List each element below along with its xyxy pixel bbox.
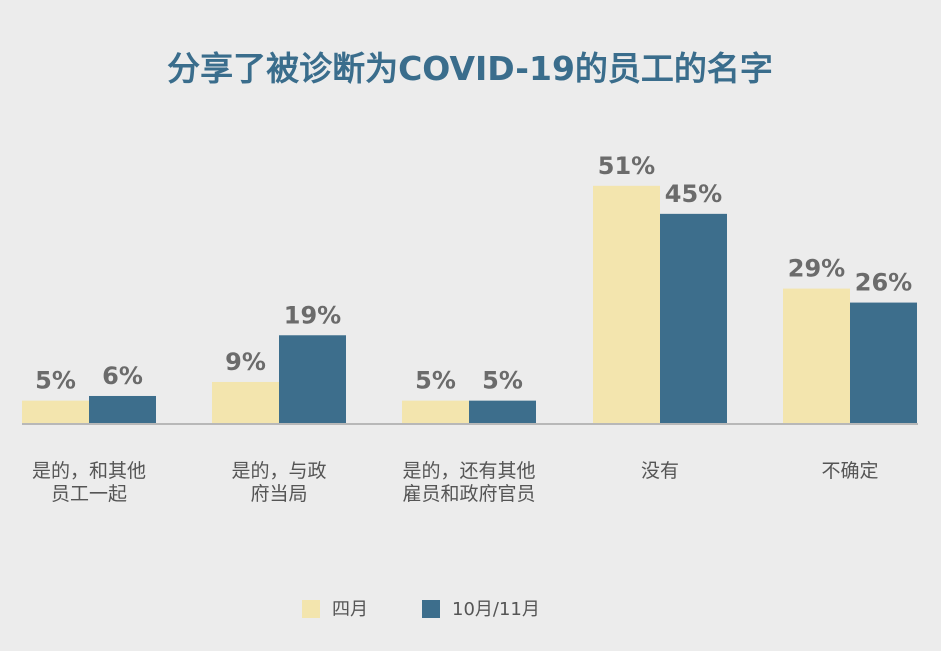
- legend: 四月 10月/11月: [302, 599, 540, 620]
- bar-april-2: [402, 400, 469, 424]
- value-labels-group: 5% 6% 9% 19% 5% 5% 51% 45% 29% 26%: [35, 152, 912, 395]
- value-label: 5%: [415, 367, 456, 395]
- category-label: 是的，还有其他: [402, 460, 535, 482]
- value-label: 5%: [482, 367, 523, 395]
- category-label: 员工一起: [51, 483, 127, 505]
- value-label: 5%: [35, 367, 76, 395]
- bar-april-1: [212, 381, 279, 424]
- value-label: 29%: [788, 255, 845, 283]
- bar-april-3: [593, 185, 660, 424]
- category-label: 不确定: [821, 460, 878, 482]
- bar-oct-nov-3: [660, 213, 727, 424]
- bar-oct-nov-2: [469, 400, 536, 424]
- legend-swatch: [422, 600, 440, 618]
- value-label: 6%: [102, 362, 143, 390]
- category-label: 雇员和政府官员: [402, 483, 535, 505]
- value-label: 9%: [225, 348, 266, 376]
- category-label: 是的，与政: [231, 460, 326, 482]
- value-label: 26%: [855, 269, 912, 297]
- value-label: 45%: [665, 180, 722, 208]
- category-label: 没有: [641, 460, 679, 482]
- chart-title: 分享了被诊断为COVID-19的员工的名字: [167, 49, 773, 88]
- category-label: 府当局: [250, 483, 307, 505]
- legend-label: 10月/11月: [452, 599, 540, 620]
- bar-oct-nov-0: [89, 395, 156, 424]
- bar-april-4: [783, 288, 850, 424]
- category-label: 是的，和其他: [32, 460, 146, 482]
- bars-group: [22, 185, 917, 424]
- value-label: 19%: [284, 301, 341, 329]
- legend-swatch: [302, 600, 320, 618]
- legend-label: 四月: [332, 599, 368, 620]
- bar-oct-nov-1: [279, 335, 346, 424]
- value-label: 51%: [598, 152, 655, 180]
- bar-oct-nov-4: [850, 302, 917, 424]
- bar-april-0: [22, 400, 89, 424]
